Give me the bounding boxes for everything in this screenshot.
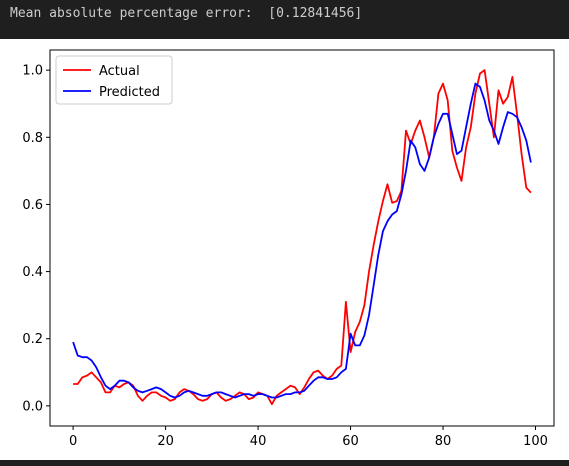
mape-output-text: Mean absolute percentage error: [0.12841…	[10, 6, 363, 21]
x-tick-label: 80	[435, 434, 452, 449]
y-tick-label: 0.8	[22, 131, 43, 146]
line-chart: 0 20 40 60 80 100 0.0 0.2 0.4 0.6 0.8 1.0 Actual Pre…	[22, 49, 555, 449]
data-layer	[72, 69, 532, 406]
ticks-layer: 0 20 40 60 80 100 0.0 0.2 0.4 0.6 0.8 1.0	[22, 64, 548, 449]
legend-label-predicted: Predicted	[99, 85, 160, 100]
x-tick-label: 0	[69, 434, 77, 449]
y-tick-label: 0.6	[22, 198, 43, 213]
x-tick-label: 40	[250, 434, 267, 449]
x-tick-label: 60	[342, 434, 359, 449]
axes-frame	[49, 49, 555, 427]
x-tick-label: 100	[523, 434, 548, 449]
plot-panel: 0 20 40 60 80 100 0.0 0.2 0.4 0.6 0.8 1.0 Actual Pre…	[0, 39, 569, 460]
legend: Actual Predicted	[55, 55, 173, 105]
y-tick-label: 0.4	[22, 265, 43, 280]
legend-box	[55, 55, 173, 105]
legend-label-actual: Actual	[99, 64, 140, 79]
series-line-predicted	[72, 82, 532, 399]
y-tick-label: 0.0	[22, 399, 43, 414]
y-tick-label: 1.0	[22, 64, 43, 79]
series-line-actual	[73, 69, 532, 406]
y-tick-label: 0.2	[22, 332, 43, 347]
x-tick-label: 20	[157, 434, 174, 449]
